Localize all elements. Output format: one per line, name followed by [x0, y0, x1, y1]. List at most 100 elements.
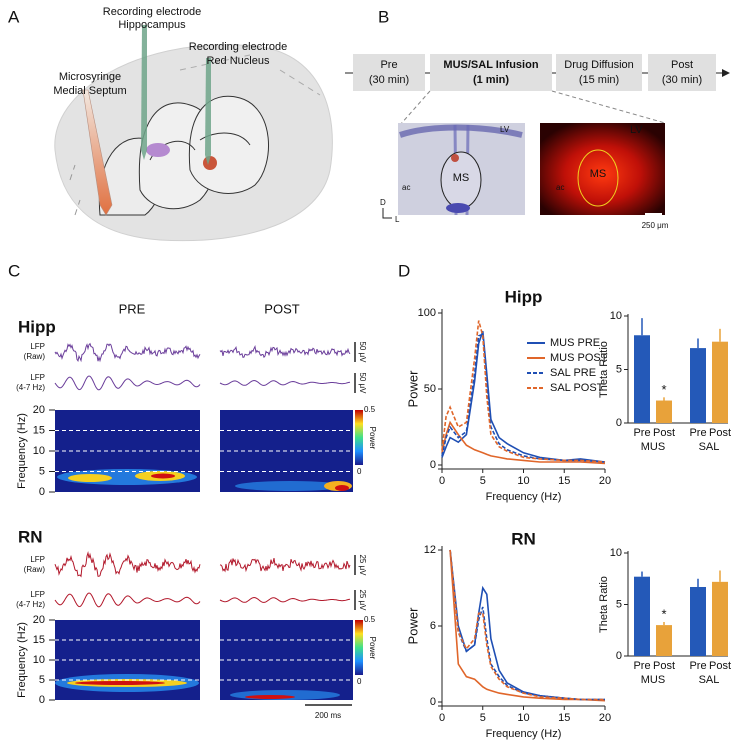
x-tick-label: 0: [439, 475, 445, 487]
panel-label: C: [8, 261, 20, 280]
lfp-trace: [219, 596, 351, 603]
timeline-duration: (1 min): [473, 74, 509, 86]
spectrum-line: [441, 330, 606, 463]
label-sub: Red Nucleus: [207, 55, 270, 67]
colorbar-max: 0.5: [364, 405, 376, 414]
legend-label: SAL PRE: [550, 367, 596, 379]
timeline-duration: (15 min): [579, 74, 619, 86]
timeline-label: MUS/SAL Infusion: [443, 59, 538, 71]
significance: *: [661, 606, 666, 621]
y-tick-label: 5: [616, 598, 622, 610]
column-title: PRE: [119, 301, 146, 316]
trace-label: (4-7 Hz): [16, 600, 45, 609]
y-tick-label: 0: [39, 486, 45, 498]
row-title: RN: [18, 527, 43, 546]
y-tick-label: 0: [39, 694, 45, 706]
y-tick-label: 12: [424, 544, 436, 556]
timeline-box: [353, 54, 425, 91]
colorbar-min: 0: [357, 677, 362, 686]
y-axis-label: Power: [405, 370, 420, 408]
scale-bar-label: 50 μV: [358, 341, 367, 363]
panel-label: B: [378, 7, 389, 26]
timeline-label: Post: [671, 59, 693, 71]
y-tick-label: 20: [33, 614, 45, 626]
timeline-box: [556, 54, 642, 91]
scale-label: 250 μm: [642, 221, 669, 230]
y-axis-label: Power: [405, 607, 420, 645]
panel-label: D: [398, 261, 410, 280]
chart-title: Hipp: [505, 287, 543, 306]
fluorescence-image: [540, 123, 665, 215]
histology-image: [398, 123, 525, 216]
label: Microsyringe: [59, 71, 121, 83]
x-tick-label: Post: [653, 660, 675, 672]
x-tick-label: 20: [599, 712, 611, 724]
x-tick-label: Post: [653, 427, 675, 439]
spectrum-line: [449, 549, 605, 701]
lfp-trace: [54, 375, 201, 391]
timeline-label: Drug Diffusion: [564, 59, 634, 71]
timeline-label: Pre: [380, 59, 397, 71]
x-tick-label: 10: [517, 475, 529, 487]
scale-bar-label: 25 μV: [358, 554, 367, 576]
y-tick-label: 15: [33, 634, 45, 646]
x-axis-label: Frequency (Hz): [486, 728, 562, 740]
y-tick-label: 10: [33, 445, 45, 457]
timeline-duration: (30 min): [369, 74, 409, 86]
brain-illustration: [54, 25, 333, 242]
image-label: D: [380, 198, 386, 207]
colorbar-label: Power: [368, 637, 377, 660]
x-tick-label: Pre: [633, 660, 650, 672]
y-tick-label: 20: [33, 404, 45, 416]
timeline-duration: (30 min): [662, 74, 702, 86]
lfp-trace: [219, 557, 351, 573]
bar: [634, 335, 650, 423]
image-label: MS: [590, 168, 607, 180]
image-label: LV: [500, 125, 510, 134]
y-tick-label: 0: [616, 650, 622, 662]
legend-label: SAL POST: [550, 382, 604, 394]
trace-label: (4-7 Hz): [16, 383, 45, 392]
chart-title: RN: [511, 529, 536, 548]
x-tick-label: Pre: [689, 660, 706, 672]
trace-label: LFP: [30, 590, 45, 599]
y-tick-label: 10: [610, 547, 622, 559]
bar: [712, 581, 728, 656]
orientation-axes: [382, 208, 392, 219]
bar: [656, 400, 672, 423]
spectrum-line: [441, 420, 606, 465]
y-tick-label: 10: [610, 310, 622, 322]
significance: *: [661, 382, 666, 397]
bar: [690, 586, 706, 656]
y-axis-label: Frequency (Hz): [16, 622, 28, 698]
y-tick-label: 0: [616, 417, 622, 429]
x-tick-label: Pre: [689, 427, 706, 439]
x-tick-label: 0: [439, 712, 445, 724]
colorbar-max: 0.5: [364, 615, 376, 624]
label-sub: Hippocampus: [118, 19, 186, 31]
row-title: Hipp: [18, 317, 56, 336]
trace-label: LFP: [30, 555, 45, 564]
x-axis-label: Frequency (Hz): [486, 491, 562, 503]
x-tick-label: Post: [709, 427, 731, 439]
label-sub: Medial Septum: [53, 85, 126, 97]
y-axis-label: Theta Ratio: [598, 341, 610, 398]
timeline-box: [648, 54, 716, 91]
group-label: SAL: [699, 674, 720, 686]
colorbar-min: 0: [357, 467, 362, 476]
bar: [712, 341, 728, 423]
bar: [690, 348, 706, 423]
time-scale-label: 200 ms: [315, 711, 341, 720]
spectrum-line: [449, 549, 605, 701]
bar: [656, 625, 672, 656]
spectrum-line: [441, 320, 606, 463]
image-label: ac: [402, 183, 410, 192]
scale-bar-label: 50 μV: [358, 372, 367, 394]
y-tick-label: 10: [33, 654, 45, 666]
zoom-lines: [399, 90, 666, 126]
trace-label: LFP: [30, 342, 45, 351]
spectrum-line: [449, 549, 606, 702]
image-label: LV: [630, 124, 643, 136]
x-tick-label: 15: [558, 712, 570, 724]
